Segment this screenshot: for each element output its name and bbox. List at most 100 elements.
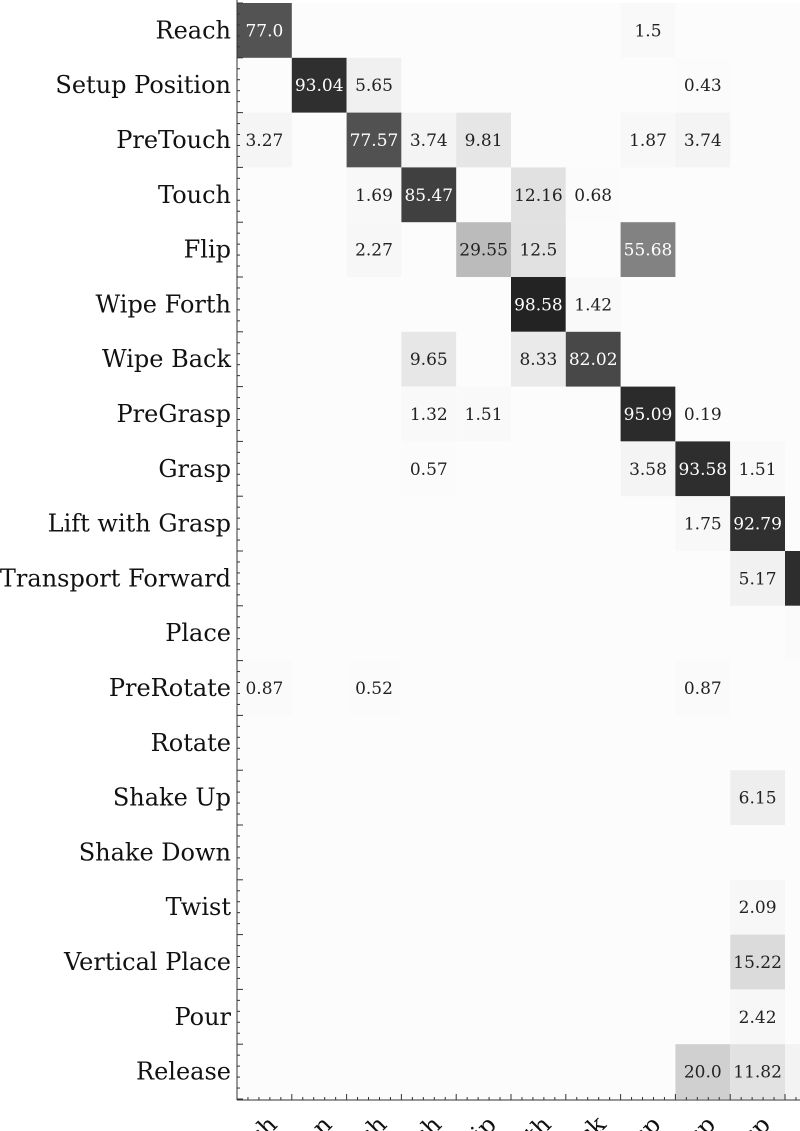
cell-value-label-r4-c2: 2.27 (355, 241, 393, 261)
frame-layer (236, 0, 800, 1101)
heatmap-cell-r12-c2 (346, 660, 402, 716)
cell-value-label-r5-c5: 98.58 (514, 295, 563, 315)
row-label-9: Lift with Grasp (48, 510, 231, 538)
row-label-6: Wipe Back (102, 345, 232, 373)
row-label-4: Flip (184, 236, 231, 264)
heatmap-cell-r10-c9 (730, 551, 785, 606)
heatmap-cell-r2-c0 (237, 112, 292, 168)
cell-value-label-r2-c8: 3.74 (684, 131, 722, 151)
row-label-7: PreGrasp (117, 400, 231, 428)
heatmap-cell-r8-c8 (675, 441, 731, 497)
heatmap-cell-r12-c0 (237, 660, 292, 716)
cell-value-label-r8-c7: 3.58 (629, 460, 667, 480)
cell-value-label-r3-c2: 1.69 (355, 186, 393, 206)
heatmap-cell-r6-c6 (565, 331, 621, 387)
heatmap-cell-r3-c5 (511, 167, 566, 223)
col-labels-layer: chonchchlipthckspspsp (242, 1110, 775, 1131)
heatmap-cell-r4-c7 (620, 222, 676, 277)
cell-value-label-r12-c8: 0.87 (684, 679, 722, 699)
cell-value-label-r1-c2: 5.65 (355, 76, 393, 96)
heatmap-cell-r8-c7 (620, 441, 676, 497)
cell-value-label-r4-c5: 12.5 (519, 241, 557, 261)
cell-value-label-r2-c2: 77.57 (350, 131, 399, 151)
cell-value-label-r0-c7: 1.5 (634, 21, 661, 41)
row-label-19: Release (136, 1058, 231, 1086)
row-label-12: PreRotate (109, 674, 231, 702)
cell-value-label-r4-c7: 55.68 (624, 241, 673, 261)
column-label-0: ch (242, 1110, 282, 1131)
heatmap-cell-r6-c5 (511, 331, 566, 387)
cell-value-label-r18-c9: 2.42 (739, 1008, 777, 1028)
heatmap-cell-r19-c9 (730, 1044, 785, 1099)
column-label-9: sp (736, 1110, 775, 1131)
heatmap-cell-r9-c9 (730, 496, 785, 551)
column-label-2: ch (352, 1110, 392, 1131)
cell-value-label-r19-c9: 11.82 (733, 1063, 782, 1083)
row-label-1: Setup Position (55, 71, 231, 99)
heatmap-cell-r14-c9 (730, 770, 785, 825)
heatmap-cell-r8-c3 (401, 441, 457, 497)
row-label-2: PreTouch (116, 126, 231, 154)
cell-value-label-r3-c5: 12.16 (514, 186, 563, 206)
heatmap-cell-r16-c9 (730, 879, 785, 935)
cell-value-label-r6-c3: 9.65 (410, 350, 448, 370)
heatmap-cell-r2-c4 (456, 112, 511, 168)
heatmap-cell-r3-c3 (401, 167, 457, 223)
heatmap-cell-r4-c2 (346, 222, 402, 277)
row-label-5: Wipe Forth (96, 290, 231, 318)
cell-value-label-r16-c9: 2.09 (739, 898, 777, 918)
cell-value-label-r7-c7: 95.09 (624, 405, 673, 425)
row-label-13: Rotate (151, 729, 231, 757)
column-label-7: sp (627, 1110, 666, 1131)
cell-value-label-r3-c3: 85.47 (404, 186, 453, 206)
heatmap-cell-r12-c8 (675, 660, 731, 716)
heatmap-cell-r1-c2 (346, 57, 402, 113)
cell-value-label-r8-c8: 93.58 (678, 460, 727, 480)
cell-value-label-r7-c8: 0.19 (684, 405, 722, 425)
cell-value-label-r19-c8: 20.0 (684, 1063, 722, 1083)
heatmap-cell-r19-c10 (785, 1044, 800, 1099)
cell-value-label-r1-c8: 0.43 (684, 76, 722, 96)
heatmap-cell-r9-c8 (675, 496, 731, 551)
column-label-8: sp (682, 1110, 721, 1131)
heatmap-cell-r18-c9 (730, 989, 785, 1045)
heatmap-cell-r11-c10 (785, 605, 800, 661)
cell-value-label-r6-c5: 8.33 (519, 350, 557, 370)
cell-value-label-r9-c9: 92.79 (733, 515, 782, 535)
heatmap-cell-r2-c7 (620, 112, 676, 168)
cell-value-label-r17-c9: 15.22 (733, 953, 782, 973)
heatmap-cell-r4-c5 (511, 222, 566, 277)
heatmap-cell-r19-c8 (675, 1044, 731, 1099)
cell-value-label-r1-c1: 93.04 (295, 76, 344, 96)
heatmap-cell-r2-c2 (346, 112, 402, 168)
heatmap-cell-r3-c6 (565, 167, 621, 223)
heatmap-cell-r0-c0 (237, 3, 292, 58)
heatmap-cell-r10-c10 (785, 551, 800, 606)
cell-value-label-r7-c3: 1.32 (410, 405, 448, 425)
cells-layer: 77.0 1.5 93.04 5.65 0.43 3.27 77.57 3.74 9.81 1.8… (237, 3, 800, 1100)
cell-value-label-r12-c2: 0.52 (355, 679, 393, 699)
row-label-11: Place (165, 619, 231, 647)
heatmap-cell-r5-c6 (565, 277, 621, 332)
cell-value-label-r0-c0: 77.0 (245, 21, 283, 41)
cell-value-label-r2-c7: 1.87 (629, 131, 667, 151)
row-label-15: Shake Down (79, 838, 231, 866)
heatmap-cell-r4-c4 (456, 222, 511, 277)
cell-value-label-r4-c4: 29.55 (459, 241, 508, 261)
heatmap-cell-r0-c7 (620, 3, 676, 58)
column-label-1: on (296, 1110, 337, 1131)
column-label-6: ck (572, 1110, 612, 1131)
row-labels-layer: Reach Setup Position PreTouch Touch Flip Wipe… (0, 16, 232, 1085)
cell-value-label-r14-c9: 6.15 (739, 789, 777, 809)
heatmap-cell-r7-c3 (401, 386, 457, 442)
cell-value-label-r5-c6: 1.42 (574, 295, 612, 315)
row-label-10: Transport Forward (0, 564, 231, 592)
cell-value-label-r3-c6: 0.68 (574, 186, 612, 206)
heatmap-cell-r1-c1 (291, 57, 347, 113)
heatmap-cell-r5-c5 (511, 277, 566, 332)
row-label-16: Twist (166, 893, 232, 921)
row-label-17: Vertical Place (63, 948, 231, 976)
heatmap-cell-r3-c2 (346, 167, 402, 223)
row-label-0: Reach (156, 16, 231, 44)
